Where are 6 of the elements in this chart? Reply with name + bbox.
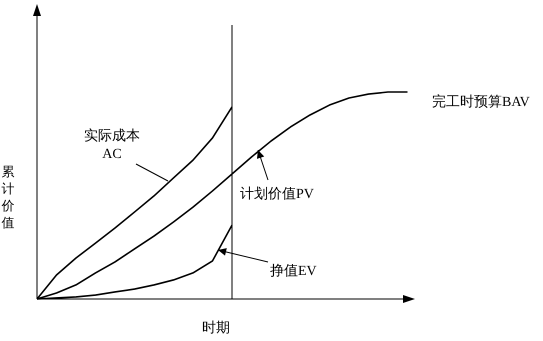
y-axis-title: 累计价值: [0, 164, 14, 230]
text: 实际成本 AC: [84, 128, 140, 162]
legend-label: 计划价值PV: [240, 186, 314, 202]
text: 完工时预算BAV: [432, 94, 530, 110]
text: 挣值EV: [270, 263, 317, 279]
x-axis-title: 时期: [202, 320, 230, 336]
